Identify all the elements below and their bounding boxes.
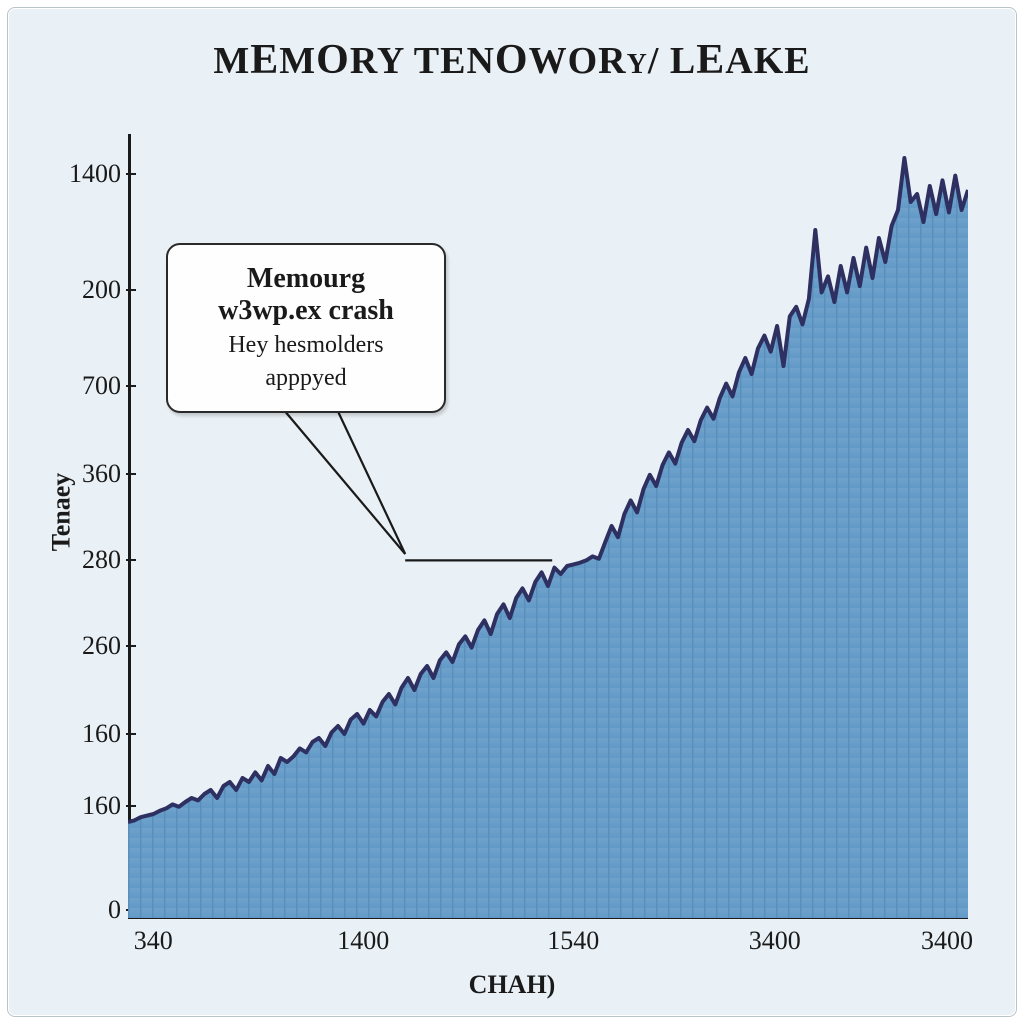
callout-annotation: Memourg w3wp.ex crash Hey hesmolders app… [166,243,446,413]
y-tick-label: 360 [51,459,121,489]
x-tick-label: 1540 [547,926,599,956]
chart-frame: MEMORY TENOWORY/ LEAKE Tenaey CHAH) 1400… [7,7,1017,1017]
y-tick-label: 700 [51,371,121,401]
y-tick-label: 200 [51,275,121,305]
callout-pointer [278,403,405,554]
callout-sub-line1: Hey hesmolders [194,331,418,360]
chart-title: MEMORY TENOWORY/ LEAKE [8,36,1016,84]
x-tick-label: 3400 [749,926,801,956]
y-tick-label: 280 [51,545,121,575]
x-tick-label: 3400 [921,926,973,956]
callout-title-line2: w3wp.ex crash [194,295,418,327]
callout-sub-line2: apppyed [194,364,418,393]
y-tick-label: 0 [51,895,121,925]
x-axis-label: CHAH) [469,970,556,1000]
y-tick-label: 160 [51,791,121,821]
y-tick-label: 160 [51,719,121,749]
x-tick-label: 1400 [337,926,389,956]
area-chart-plot [128,118,968,918]
y-tick-label: 1400 [51,159,121,189]
x-tick-label: 340 [134,926,173,956]
callout-title-line1: Memourg [194,263,418,295]
y-tick-label: 260 [51,631,121,661]
